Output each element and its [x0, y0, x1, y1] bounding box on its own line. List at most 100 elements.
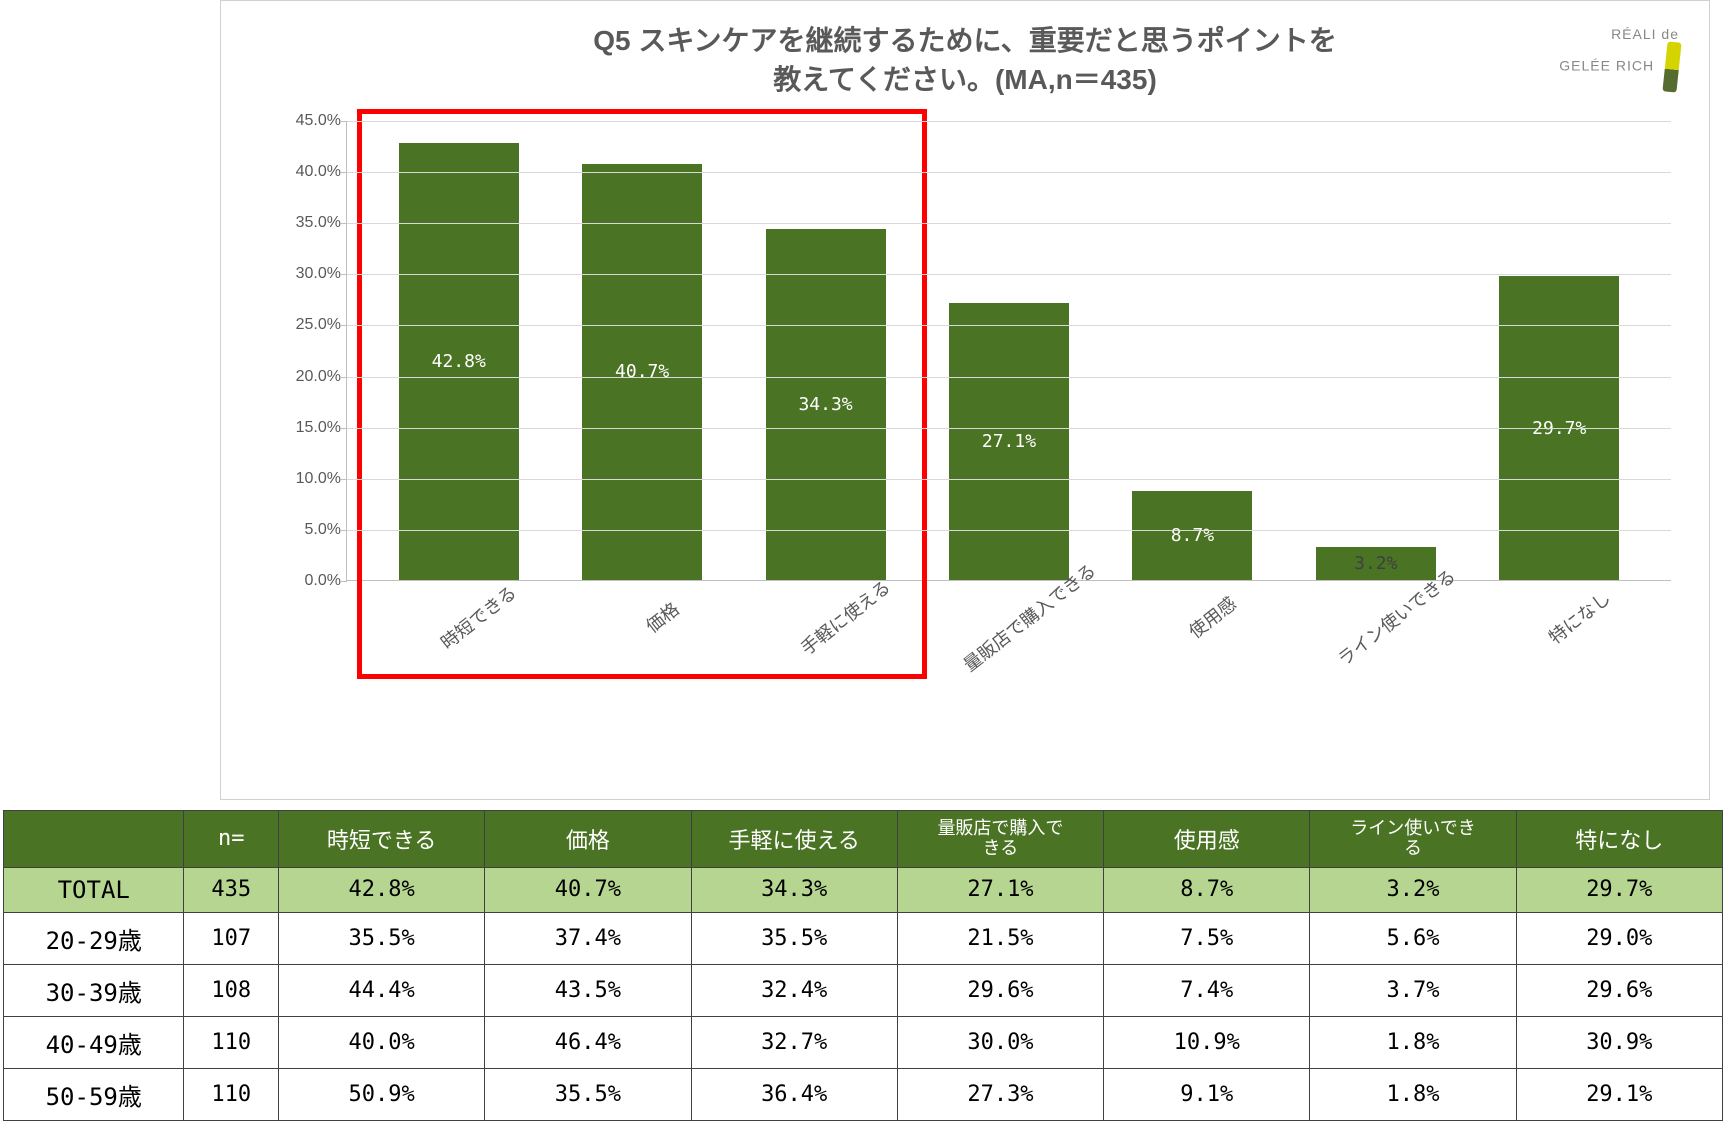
tick-mark — [341, 274, 347, 275]
data-cell: 29.6% — [1516, 964, 1722, 1016]
bar: 34.3% — [766, 229, 886, 580]
y-tick-label: 30.0% — [296, 265, 341, 283]
tick-mark — [341, 223, 347, 224]
row-n: 107 — [184, 912, 279, 964]
table-header-cell — [4, 811, 184, 868]
bar: 42.8% — [399, 143, 519, 581]
bar: 27.1% — [949, 303, 1069, 580]
tick-mark — [341, 377, 347, 378]
table-header-cell: 価格 — [485, 811, 691, 868]
table-header-cell: 量販店で購入できる — [897, 811, 1103, 868]
tick-mark — [341, 325, 347, 326]
brand-logo: RÉALI de GELÉE RICH — [1559, 26, 1679, 92]
tick-mark — [341, 172, 347, 173]
data-cell: 42.8% — [279, 867, 485, 912]
data-cell: 46.4% — [485, 1016, 691, 1068]
data-cell: 44.4% — [279, 964, 485, 1016]
bar-value-label: 8.7% — [1171, 525, 1214, 546]
bar-slot: 29.7% — [1468, 121, 1651, 580]
table-row: 50-59歳11050.9%35.5%36.4%27.3%9.1%1.8%29.… — [4, 1068, 1723, 1120]
data-table: n=時短できる価格手軽に使える量販店で購入できる使用感ライン使いできる特になしT… — [3, 810, 1723, 1121]
grid-line — [347, 274, 1671, 275]
table-header-cell: 特になし — [1516, 811, 1722, 868]
data-cell: 29.1% — [1516, 1068, 1722, 1120]
data-cell: 27.1% — [897, 867, 1103, 912]
data-cell: 50.9% — [279, 1068, 485, 1120]
data-cell: 27.3% — [897, 1068, 1103, 1120]
data-cell: 40.7% — [485, 867, 691, 912]
bar-value-label: 34.3% — [798, 394, 852, 415]
y-tick-label: 35.0% — [296, 214, 341, 232]
data-cell: 21.5% — [897, 912, 1103, 964]
y-tick-label: 0.0% — [305, 572, 341, 590]
row-n: 110 — [184, 1016, 279, 1068]
logo-line2: GELÉE RICH — [1559, 58, 1654, 74]
table-header-cell: 使用感 — [1104, 811, 1310, 868]
table-row: 20-29歳10735.5%37.4%35.5%21.5%7.5%5.6%29.… — [4, 912, 1723, 964]
row-label: 20-29歳 — [4, 912, 184, 964]
logo-line1: RÉALI de — [1611, 26, 1679, 42]
data-cell: 37.4% — [485, 912, 691, 964]
grid-line — [347, 479, 1671, 480]
data-cell: 40.0% — [279, 1016, 485, 1068]
y-axis: 0.0%5.0%10.0%15.0%20.0%25.0%30.0%35.0%40… — [261, 121, 341, 581]
data-cell: 29.6% — [897, 964, 1103, 1016]
data-cell: 29.7% — [1516, 867, 1722, 912]
table-header-cell: 時短できる — [279, 811, 485, 868]
data-cell: 7.5% — [1104, 912, 1310, 964]
grid-line — [347, 530, 1671, 531]
table-header-cell: 手軽に使える — [691, 811, 897, 868]
x-axis-labels: 時短できる価格手軽に使える量販店で購入できる使用感ライン使いできる特になし — [346, 591, 1671, 711]
bar-slot: 34.3% — [734, 121, 917, 580]
data-cell: 43.5% — [485, 964, 691, 1016]
y-tick-label: 25.0% — [296, 316, 341, 334]
data-cell: 7.4% — [1104, 964, 1310, 1016]
data-cell: 3.7% — [1310, 964, 1516, 1016]
grid-line — [347, 121, 1671, 122]
grid-line — [347, 325, 1671, 326]
grid-line — [347, 172, 1671, 173]
data-cell: 29.0% — [1516, 912, 1722, 964]
data-cell: 30.0% — [897, 1016, 1103, 1068]
grid-line — [347, 223, 1671, 224]
tick-mark — [341, 581, 347, 582]
data-cell: 5.6% — [1310, 912, 1516, 964]
data-cell: 36.4% — [691, 1068, 897, 1120]
row-label: TOTAL — [4, 867, 184, 912]
chart-title: Q5 スキンケアを継続するために、重要だと思うポイントを 教えてください。(MA… — [221, 1, 1709, 109]
table-header-cell: n= — [184, 811, 279, 868]
plot-area: 42.8% 40.7% 34.3% 27.1% 8.7% 3.2%29.7% — [346, 121, 1671, 581]
row-n: 108 — [184, 964, 279, 1016]
data-cell: 32.7% — [691, 1016, 897, 1068]
table-row: 40-49歳11040.0%46.4%32.7%30.0%10.9%1.8%30… — [4, 1016, 1723, 1068]
y-tick-label: 15.0% — [296, 419, 341, 437]
bar: 40.7% — [582, 164, 702, 580]
bar-slot: 40.7% — [550, 121, 733, 580]
tick-mark — [341, 428, 347, 429]
y-tick-label: 40.0% — [296, 163, 341, 181]
grid-line — [347, 428, 1671, 429]
data-cell: 10.9% — [1104, 1016, 1310, 1068]
data-cell: 35.5% — [485, 1068, 691, 1120]
data-cell: 9.1% — [1104, 1068, 1310, 1120]
y-tick-label: 20.0% — [296, 368, 341, 386]
data-cell: 3.2% — [1310, 867, 1516, 912]
chart-panel: Q5 スキンケアを継続するために、重要だと思うポイントを 教えてください。(MA… — [220, 0, 1710, 800]
y-tick-label: 5.0% — [305, 521, 341, 539]
data-cell: 34.3% — [691, 867, 897, 912]
data-cell: 1.8% — [1310, 1068, 1516, 1120]
row-label: 50-59歳 — [4, 1068, 184, 1120]
row-label: 30-39歳 — [4, 964, 184, 1016]
bar-slot: 42.8% — [367, 121, 550, 580]
tick-mark — [341, 121, 347, 122]
chart-title-line2: 教えてください。(MA,n＝435) — [773, 64, 1157, 95]
data-cell: 32.4% — [691, 964, 897, 1016]
row-n: 110 — [184, 1068, 279, 1120]
data-cell: 1.8% — [1310, 1016, 1516, 1068]
bar-value-label: 27.1% — [982, 431, 1036, 452]
data-cell: 35.5% — [279, 912, 485, 964]
table-row: 30-39歳10844.4%43.5%32.4%29.6%7.4%3.7%29.… — [4, 964, 1723, 1016]
plot-wrap: 0.0%5.0%10.0%15.0%20.0%25.0%30.0%35.0%40… — [261, 121, 1681, 681]
bar-slot: 3.2% — [1284, 121, 1467, 580]
data-cell: 8.7% — [1104, 867, 1310, 912]
